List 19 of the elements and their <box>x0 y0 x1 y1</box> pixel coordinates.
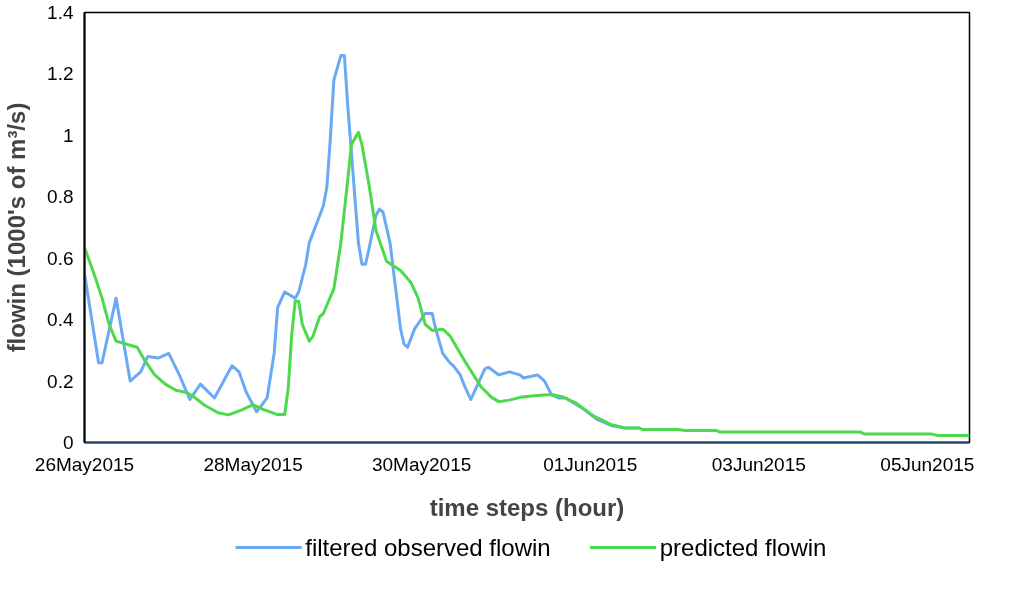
y-tick-label: 0.2 <box>47 370 74 392</box>
x-axis-title: time steps (hour) <box>429 493 625 521</box>
y-tick-label: 1.4 <box>47 2 74 23</box>
x-tick-label: 28May2015 <box>203 453 303 475</box>
y-axis-title: flowin (1000's of m³/s) <box>3 102 31 353</box>
x-tick-label: 03Jun2015 <box>711 453 806 475</box>
x-tick-label: 30May2015 <box>372 453 472 475</box>
legend-label: predicted flowin <box>659 534 827 561</box>
y-tick-label: 1 <box>62 124 74 146</box>
y-tick-label: 0.4 <box>47 309 74 331</box>
y-tick-label: 0 <box>62 432 74 453</box>
y-tick-label: 0.8 <box>47 186 74 208</box>
x-tick-label: 26May2015 <box>34 453 135 475</box>
y-tick-label: 1.2 <box>47 63 74 85</box>
legend-label: filtered observed flowin <box>305 534 551 561</box>
line-series <box>84 130 970 437</box>
y-tick-label: 0.6 <box>47 247 74 269</box>
x-tick-label: 05Jun2015 <box>880 453 975 475</box>
x-tick-label: 01Jun2015 <box>543 453 638 475</box>
